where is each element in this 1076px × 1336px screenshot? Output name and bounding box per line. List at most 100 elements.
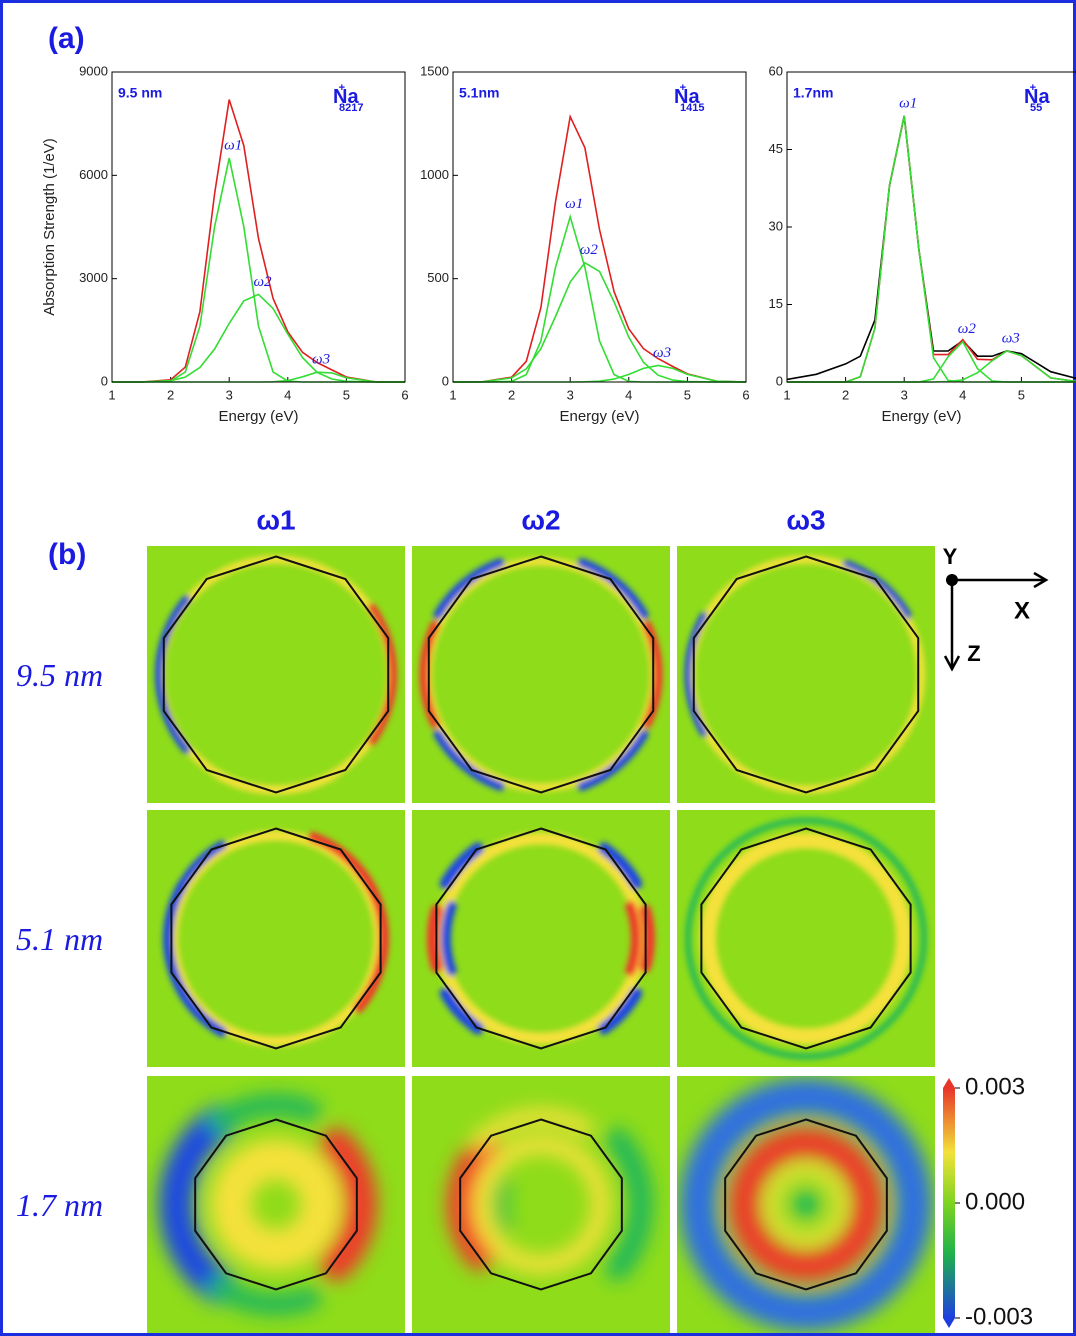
field-ring bbox=[680, 1078, 932, 1331]
curves bbox=[453, 113, 746, 383]
size-label: 9.5 nm bbox=[118, 85, 162, 101]
peak-label: ω2 bbox=[580, 242, 599, 258]
field-ring bbox=[765, 1163, 847, 1246]
plot-frame bbox=[452, 71, 747, 383]
cluster-outline bbox=[427, 555, 655, 794]
cluster-outline bbox=[459, 1118, 623, 1291]
peak-label: ω1 bbox=[224, 138, 242, 154]
x-tick-label: 4 bbox=[284, 387, 291, 402]
column-header: ω1 bbox=[256, 504, 295, 535]
x-tick-label: 6 bbox=[401, 387, 408, 402]
axis-name: X bbox=[1014, 597, 1030, 624]
axis-name: Z bbox=[967, 641, 980, 666]
map-cell bbox=[412, 810, 670, 1067]
colorbar-tick-label: 0.000 bbox=[965, 1188, 1025, 1215]
colorbar-tick-label: -0.003 bbox=[965, 1303, 1033, 1330]
map-field bbox=[684, 555, 925, 794]
field-ring bbox=[700, 832, 912, 1045]
row-label: 9.5 nm bbox=[16, 657, 103, 693]
x-tick-label: 4 bbox=[625, 387, 632, 402]
field-arc bbox=[207, 1275, 322, 1316]
ion-charge: + bbox=[339, 82, 345, 94]
ion-count: 8217 bbox=[339, 102, 363, 114]
peak-label: ω1 bbox=[565, 196, 583, 212]
peak-label: ω3 bbox=[312, 352, 330, 368]
field-arc bbox=[367, 603, 397, 746]
ion: Na bbox=[674, 86, 700, 108]
ion-label: Na+ 1415 bbox=[674, 82, 705, 114]
ion-label: Na+ 8217 bbox=[333, 82, 364, 114]
cluster-outline bbox=[692, 555, 920, 794]
field-arc bbox=[433, 558, 505, 620]
map-background bbox=[147, 810, 405, 1067]
map-cell bbox=[677, 810, 935, 1067]
y-axis-label: Absorption Strength (1/eV) bbox=[41, 138, 58, 316]
x-tick-label: 5 bbox=[343, 387, 350, 402]
map-cell bbox=[677, 1076, 935, 1333]
curve bbox=[787, 115, 1076, 383]
field-ring bbox=[211, 1139, 341, 1270]
x-tick-label: 3 bbox=[226, 387, 233, 402]
curve bbox=[112, 157, 405, 383]
field-arc bbox=[577, 558, 649, 620]
ion-charge: + bbox=[680, 82, 686, 94]
line-chart: 0 3000 6000 9000 1 2 3 4 5 6 Energy (eV) Absorption… bbox=[41, 63, 409, 425]
row-label: 1.7 nm bbox=[16, 1187, 103, 1223]
map-background bbox=[677, 546, 935, 803]
curve bbox=[112, 293, 405, 383]
plot-frame bbox=[111, 71, 406, 383]
colorbar-cap bbox=[943, 1318, 955, 1328]
column-header: ω3 bbox=[786, 504, 825, 535]
y-tick-label: 3000 bbox=[79, 270, 108, 285]
curve bbox=[453, 213, 746, 383]
x-tick-label: 2 bbox=[508, 387, 515, 402]
x-tick-label: 5 bbox=[684, 387, 691, 402]
map-field bbox=[680, 1078, 932, 1331]
curve bbox=[453, 113, 746, 383]
x-axis-label: Energy (eV) bbox=[881, 408, 961, 425]
field-ring bbox=[472, 1135, 610, 1274]
curve bbox=[453, 261, 746, 383]
map-cell bbox=[147, 1076, 405, 1333]
cluster-outline bbox=[435, 827, 647, 1050]
field-ring bbox=[685, 817, 927, 1060]
x-tick-label: 3 bbox=[901, 387, 908, 402]
map-cell bbox=[412, 546, 670, 803]
field-arc bbox=[496, 1179, 512, 1230]
cluster-outline bbox=[724, 1118, 888, 1291]
y-tick-label: 9000 bbox=[79, 63, 108, 78]
panel-label: (b) bbox=[48, 538, 86, 571]
y-tick-label: 500 bbox=[427, 270, 449, 285]
map-background bbox=[412, 546, 670, 803]
field-arc bbox=[155, 595, 191, 754]
x-tick-label: 4 bbox=[959, 387, 966, 402]
curve bbox=[112, 99, 405, 383]
y-tick-label: 1500 bbox=[420, 63, 449, 78]
y-tick-label: 15 bbox=[769, 296, 783, 311]
colorbar-cap bbox=[943, 1078, 955, 1088]
field-arc bbox=[842, 560, 912, 619]
x-axis-label: Energy (eV) bbox=[218, 408, 298, 425]
y-tick-label: 0 bbox=[442, 373, 449, 388]
x-tick-label: 3 bbox=[567, 387, 574, 402]
map-field bbox=[159, 1093, 377, 1316]
map-cell bbox=[147, 810, 405, 1067]
field-arc bbox=[625, 901, 641, 976]
field-ring bbox=[729, 1127, 883, 1282]
size-label: 5.1nm bbox=[459, 85, 499, 101]
map-cell bbox=[412, 1076, 670, 1333]
field-arc bbox=[207, 1093, 322, 1134]
peak-label: ω2 bbox=[958, 321, 977, 337]
field-arc bbox=[307, 832, 389, 944]
axis-arrow bbox=[952, 571, 1049, 589]
field-arc bbox=[320, 1128, 377, 1281]
y-tick-label: 60 bbox=[769, 63, 783, 78]
ion: Na bbox=[1024, 86, 1050, 108]
field-arc bbox=[605, 1128, 653, 1281]
x-tick-label: 6 bbox=[742, 387, 749, 402]
cluster-outline bbox=[194, 1118, 358, 1291]
peak-label: ω3 bbox=[1002, 330, 1020, 346]
map-field bbox=[685, 817, 927, 1060]
